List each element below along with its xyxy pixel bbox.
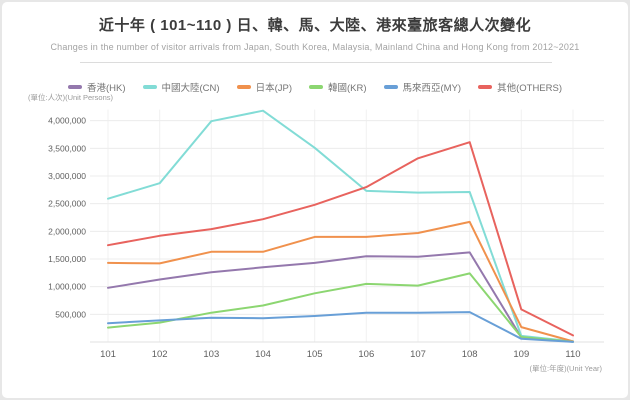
legend-item-my[interactable]: 馬來西亞(MY) [383,80,462,94]
x-tick-label: 104 [255,349,271,360]
legend-swatch-jp [236,85,251,89]
legend-item-hk[interactable]: 香港(HK) [67,80,126,94]
x-tick-label: 108 [462,349,478,360]
x-tick-label: 101 [100,349,116,360]
series-line-kr[interactable] [107,272,574,343]
y-tick-label: 4,000,000 [48,116,86,126]
series-line-jp[interactable] [107,220,574,343]
legend-swatch-others [478,85,493,89]
y-tick-label: 3,500,000 [48,143,86,153]
y-tick-label: 3,000,000 [48,171,86,181]
legend-label-jp: 日本(JP) [255,83,292,94]
x-tick-label: 110 [565,349,580,360]
header-divider [80,62,552,63]
legend-label-my: 馬來西亞(MY) [402,83,462,94]
legend-swatch-kr [308,85,323,89]
series-line-others[interactable] [107,141,574,337]
x-tick-label: 102 [152,349,168,360]
legend-swatch-cn [142,85,157,89]
series-line-cn[interactable] [107,109,574,343]
chart-title: 近十年 ( 101~110 ) 日、韓、馬、大陸、港來臺旅客總人次變化 [98,17,532,34]
legend-label-others: 其他(OTHERS) [497,83,563,94]
series-line-hk[interactable] [107,251,574,343]
legend-item-cn[interactable]: 中國大陸(CN) [142,80,220,94]
chart-subtitle: Changes in the number of visitor arrival… [50,42,580,52]
y-tick-label: 1,000,000 [48,282,86,292]
legend-item-jp[interactable]: 日本(JP) [236,80,292,94]
x-tick-label: 106 [358,349,374,360]
legend-item-others[interactable]: 其他(OTHERS) [478,80,562,94]
series-line-my[interactable] [107,311,574,343]
y-tick-label: 1,500,000 [48,254,86,264]
y-axis-unit-label: (單位:人次)(Unit Persons) [28,93,114,102]
x-tick-label: 107 [410,349,426,360]
legend-swatch-hk [67,85,82,89]
x-tick-label: 109 [513,349,529,360]
legend-swatch-my [383,85,398,89]
x-axis-unit-label: (單位:年度)(Unit Year) [529,364,602,373]
y-tick-label: 2,500,000 [48,199,86,209]
legend-label-hk: 香港(HK) [86,83,126,94]
y-tick-label: 500,000 [55,309,86,319]
legend-label-cn: 中國大陸(CN) [161,83,220,94]
x-tick-label: 103 [203,349,219,360]
legend-item-kr[interactable]: 韓國(KR) [308,80,367,94]
legend-label-kr: 韓國(KR) [327,83,367,94]
y-tick-label: 2,000,000 [48,226,86,236]
chart-legend: 香港(HK) 中國大陸(CN) 日本(JP) 韓國(KR) 馬來西亞(MY) 其他(OTH… [2,80,628,94]
x-tick-label: 105 [307,349,323,360]
